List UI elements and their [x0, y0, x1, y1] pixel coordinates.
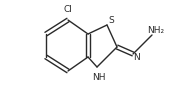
Text: NH₂: NH₂ — [147, 26, 165, 35]
Text: Cl: Cl — [64, 5, 72, 13]
Text: NH: NH — [92, 73, 106, 81]
Text: S: S — [108, 15, 114, 25]
Text: N: N — [133, 53, 139, 61]
